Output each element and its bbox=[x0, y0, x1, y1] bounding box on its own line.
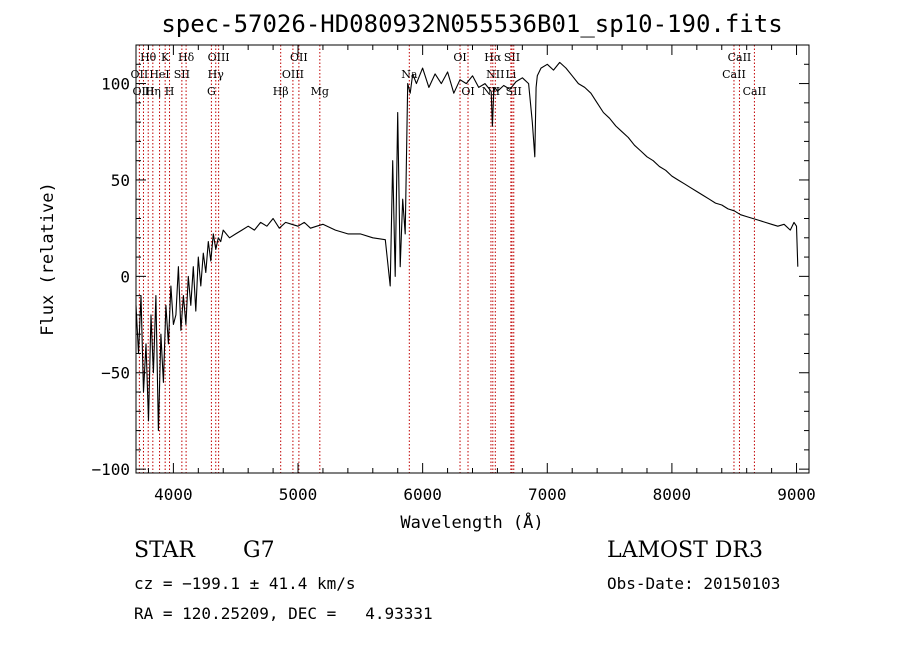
marker-label: OIII bbox=[282, 68, 304, 81]
x-tick-label: 6000 bbox=[403, 485, 442, 504]
y-tick-label: 50 bbox=[111, 171, 130, 190]
marker-label: Hβ bbox=[273, 85, 289, 98]
y-axis: −100 −50 0 50 100 bbox=[91, 63, 809, 479]
marker-label: Hα bbox=[484, 51, 502, 64]
marker-label: SII bbox=[174, 68, 190, 81]
coordinates: RA = 120.25209, DEC = 4.93331 bbox=[134, 604, 433, 623]
spectrum-line bbox=[135, 61, 799, 432]
marker-label: HeI bbox=[149, 68, 169, 81]
marker-label: CaII bbox=[743, 85, 767, 98]
observation-date: Obs-Date: 20150103 bbox=[607, 574, 781, 593]
marker-label: OII bbox=[131, 68, 149, 81]
marker-label: OII bbox=[290, 51, 308, 64]
x-tick-label: 7000 bbox=[528, 485, 567, 504]
marker-label: Hη bbox=[145, 85, 161, 98]
x-axis: 4000 5000 6000 7000 8000 9000 bbox=[147, 45, 816, 504]
marker-label: OIII bbox=[132, 85, 154, 98]
marker-label: Hδ bbox=[178, 51, 195, 64]
marker-label: OI bbox=[461, 85, 474, 98]
marker-label: G bbox=[207, 85, 216, 98]
y-tick-label: −100 bbox=[91, 460, 130, 479]
marker-label: OIII bbox=[208, 51, 230, 64]
x-axis-label: Wavelength (Å) bbox=[400, 511, 543, 533]
marker-label: SII bbox=[504, 51, 520, 64]
y-tick-label: −50 bbox=[101, 364, 130, 383]
marker-label: SII bbox=[506, 85, 522, 98]
subclass: G7 bbox=[243, 538, 275, 563]
x-tick-label: 9000 bbox=[777, 485, 816, 504]
marker-label: NII bbox=[486, 68, 504, 81]
x-tick-label: 4000 bbox=[154, 485, 193, 504]
object-class: STAR bbox=[134, 538, 195, 563]
marker-label: OI bbox=[453, 51, 466, 64]
y-axis-label: Flux (relative) bbox=[38, 182, 58, 336]
survey-name: LAMOST DR3 bbox=[607, 538, 763, 563]
series-layer bbox=[135, 61, 799, 432]
y-tick-label: 0 bbox=[120, 267, 130, 286]
marker-label: Hθ bbox=[140, 51, 157, 64]
marker-label: K bbox=[161, 51, 170, 64]
marker-label: Hγ bbox=[208, 68, 225, 81]
redshift-velocity: cz = −199.1 ± 41.4 km/s bbox=[134, 574, 356, 593]
marker-label: Mg bbox=[311, 85, 329, 98]
x-tick-label: 5000 bbox=[279, 485, 318, 504]
x-tick-label: 8000 bbox=[653, 485, 692, 504]
marker-label: Li bbox=[505, 68, 516, 81]
marker-label: CaII bbox=[722, 68, 746, 81]
chart-title: spec-57026-HD080932N055536B01_sp10-190.f… bbox=[161, 10, 782, 38]
y-tick-label: 100 bbox=[101, 75, 130, 94]
plot-frame bbox=[135, 44, 810, 474]
marker-label: CaII bbox=[728, 51, 752, 64]
marker-label: H bbox=[165, 85, 175, 98]
marker-label: Na bbox=[401, 68, 418, 81]
